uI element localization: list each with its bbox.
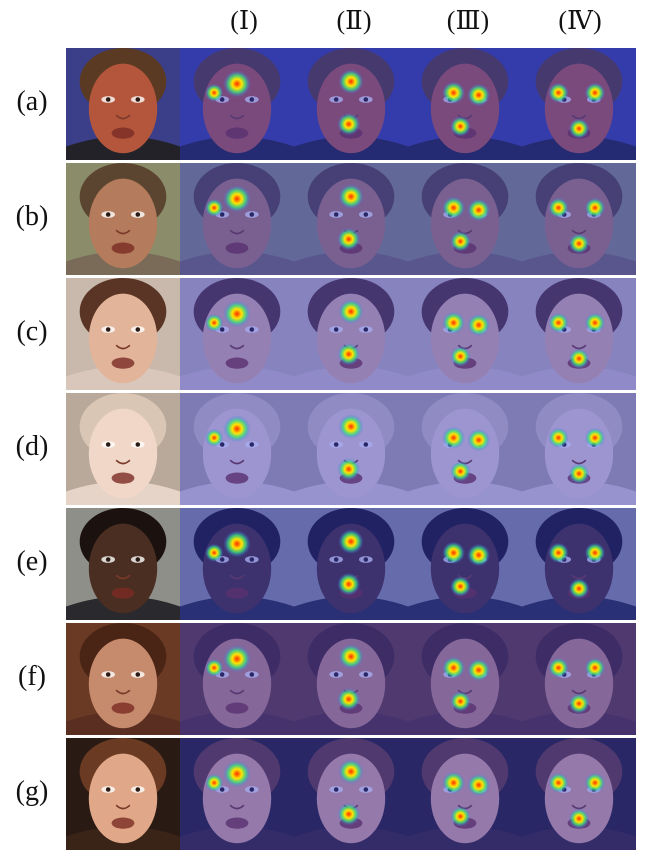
row-label-a: (a) — [16, 86, 48, 117]
attention-map — [522, 163, 636, 275]
attention-map — [408, 508, 522, 620]
attention-map — [522, 508, 636, 620]
row-label-c: (c) — [16, 316, 48, 347]
attention-map — [180, 48, 294, 160]
attention-map — [180, 278, 294, 390]
column-header-1: (Ⅰ) — [230, 6, 258, 35]
face-image — [66, 623, 180, 735]
attention-map — [294, 623, 408, 735]
row-label-e: (e) — [16, 546, 48, 577]
attention-map — [294, 738, 408, 850]
attention-map — [180, 163, 294, 275]
face-image — [66, 508, 180, 620]
column-header-2: (Ⅱ) — [336, 6, 372, 35]
attention-map — [522, 278, 636, 390]
attention-map — [408, 163, 522, 275]
attention-map — [180, 738, 294, 850]
attention-map — [180, 393, 294, 505]
column-header-4: (Ⅳ) — [558, 6, 602, 35]
column-header-3: (Ⅲ) — [446, 6, 490, 35]
attention-map — [294, 393, 408, 505]
attention-map — [408, 393, 522, 505]
attention-map — [522, 48, 636, 160]
attention-map — [294, 48, 408, 160]
attention-map — [294, 278, 408, 390]
row-label-g: (g) — [15, 776, 49, 807]
attention-map — [408, 623, 522, 735]
attention-map — [522, 738, 636, 850]
face-image — [66, 278, 180, 390]
attention-map — [408, 278, 522, 390]
attention-map — [294, 508, 408, 620]
attention-map — [522, 393, 636, 505]
face-image — [66, 163, 180, 275]
attention-map — [408, 48, 522, 160]
row-label-d: (d) — [15, 431, 49, 462]
row-label-f: (f) — [18, 661, 46, 692]
face-image — [66, 738, 180, 850]
attention-map — [522, 623, 636, 735]
attention-map — [408, 738, 522, 850]
face-image — [66, 48, 180, 160]
attention-map — [180, 623, 294, 735]
face-image — [66, 393, 180, 505]
row-label-b: (b) — [15, 201, 49, 232]
attention-map — [180, 508, 294, 620]
attention-map — [294, 163, 408, 275]
